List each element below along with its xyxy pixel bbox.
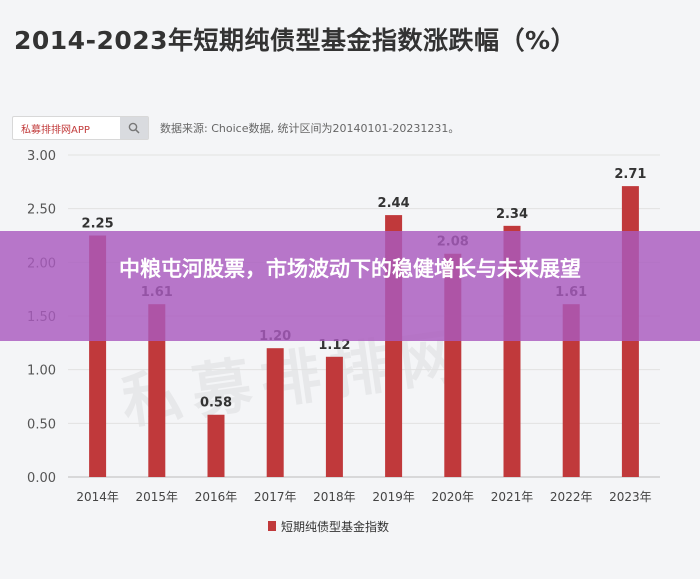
bar: [562, 304, 580, 477]
overlay-banner: [0, 231, 700, 341]
x-tick-label: 2022年: [550, 490, 593, 504]
search-button[interactable]: [120, 117, 148, 139]
x-tick-label: 2014年: [76, 490, 119, 504]
y-tick-label: 1.00: [27, 364, 56, 379]
y-tick-label: 2.50: [27, 203, 56, 218]
bar: [207, 414, 225, 477]
banner-title: 中粮屯河股票，市场波动下的稳健增长与未来展望: [119, 257, 581, 281]
bar: [266, 348, 284, 477]
x-tick-label: 2019年: [372, 490, 415, 504]
data-label: 2.44: [378, 196, 410, 211]
y-tick-label: 0.50: [27, 417, 56, 432]
x-tick-label: 2017年: [254, 490, 297, 504]
bar: [325, 356, 343, 477]
legend-label: 短期纯债型基金指数: [281, 519, 389, 534]
x-tick-label: 2015年: [136, 490, 179, 504]
data-label: 2.71: [614, 167, 646, 182]
data-label: 1.12: [318, 338, 350, 353]
search-icon: [128, 122, 140, 134]
data-label: 2.34: [496, 207, 528, 222]
chart-title: 2014-2023年短期纯债型基金指数涨跌幅（%）: [14, 26, 577, 55]
y-tick-label: 3.00: [27, 149, 56, 164]
legend-swatch: [268, 521, 276, 531]
x-tick-label: 2021年: [491, 490, 534, 504]
x-tick-label: 2023年: [609, 490, 652, 504]
data-label: 2.25: [82, 217, 114, 232]
bar: [148, 304, 166, 477]
x-tick-label: 2020年: [432, 490, 475, 504]
data-label: 0.58: [200, 396, 232, 411]
search-box[interactable]: 私募排排网APP: [12, 116, 149, 140]
x-tick-label: 2018年: [313, 490, 356, 504]
y-tick-label: 0.00: [27, 471, 56, 486]
x-tick-label: 2016年: [195, 490, 238, 504]
search-brand-label: 私募排排网APP: [21, 125, 90, 136]
source-note: 数据来源: Choice数据, 统计区间为20140101-20231231。: [160, 122, 460, 135]
bar-chart: 0.000.501.001.502.002.503.002.252014年1.6…: [27, 149, 660, 534]
